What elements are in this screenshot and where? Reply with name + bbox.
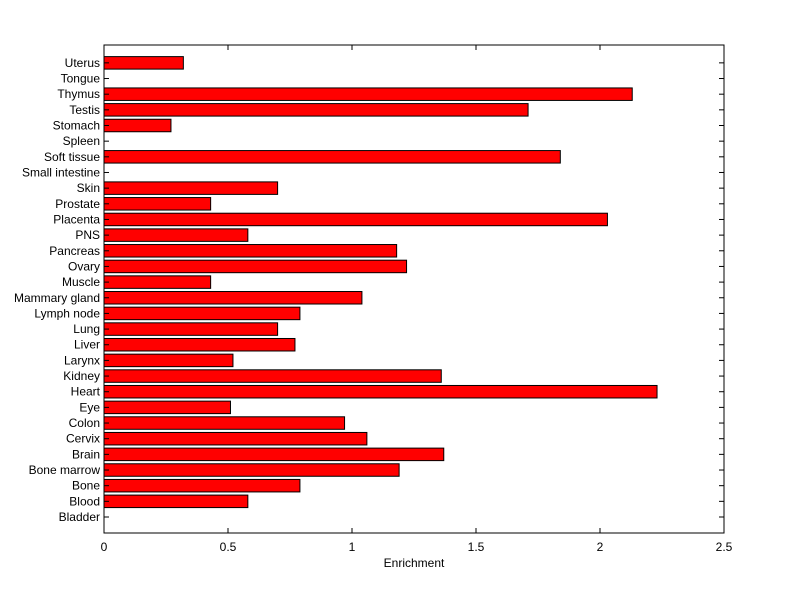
- bar-uterus: [103, 56, 184, 70]
- y-tick-label: Prostate: [55, 197, 100, 211]
- y-tick-label: Brain: [72, 447, 100, 461]
- bar-testis: [103, 103, 529, 117]
- bar-mammary-gland: [103, 291, 363, 305]
- y-tick-label: Tongue: [61, 72, 101, 86]
- bar-kidney: [103, 369, 442, 383]
- bar-ovary: [103, 259, 408, 274]
- y-tick-label: Cervix: [66, 432, 100, 446]
- y-tick-label: Bone marrow: [29, 463, 101, 477]
- y-tick-label: Heart: [71, 385, 101, 399]
- y-tick-label: Bladder: [59, 510, 100, 524]
- y-tick-label: Mammary gland: [14, 291, 100, 305]
- bar-soft-tissue: [103, 150, 561, 164]
- bar-heart: [103, 384, 658, 399]
- y-tick-label: Spleen: [63, 134, 100, 148]
- x-tick-label: 0: [101, 540, 108, 554]
- y-tick-label: Lung: [73, 322, 100, 336]
- y-tick-label: Blood: [69, 494, 100, 508]
- bar-larynx: [103, 353, 234, 368]
- plot-frame: [103, 44, 725, 534]
- y-tick-label: Colon: [69, 416, 100, 430]
- y-tick-label: Muscle: [62, 275, 100, 289]
- y-tick-label: Soft tissue: [44, 150, 100, 164]
- y-tick-label: Pancreas: [49, 244, 100, 258]
- bar-bone-marrow: [103, 463, 400, 477]
- y-tick-label: Testis: [69, 103, 100, 117]
- bar-brain: [103, 447, 445, 462]
- y-tick-label: Lymph node: [34, 306, 100, 320]
- bar-skin: [103, 181, 279, 195]
- x-tick-label: 2.5: [716, 540, 733, 554]
- y-tick-label: Liver: [74, 338, 100, 352]
- bar-placenta: [103, 212, 608, 227]
- y-tick-label: Small intestine: [22, 165, 100, 179]
- x-tick-label: 0.5: [220, 540, 237, 554]
- y-tick-label: Skin: [77, 181, 100, 195]
- bar-muscle: [103, 275, 212, 289]
- y-tick-label: Larynx: [64, 353, 100, 367]
- bar-lung: [103, 322, 279, 336]
- bar-pns: [103, 228, 249, 242]
- bar-pancreas: [103, 244, 398, 258]
- bar-lymph-node: [103, 306, 301, 321]
- bar-cervix: [103, 431, 368, 446]
- bar-liver: [103, 337, 296, 352]
- x-axis-title: Enrichment: [384, 556, 445, 570]
- x-tick-label: 2: [597, 540, 604, 554]
- y-tick-label: Eye: [79, 400, 100, 414]
- y-tick-label: Uterus: [65, 56, 100, 70]
- x-tick-label: 1.5: [468, 540, 485, 554]
- bar-eye: [103, 400, 231, 415]
- x-tick-label: 1: [349, 540, 356, 554]
- bar-stomach: [103, 118, 172, 133]
- y-tick-label: Thymus: [57, 87, 100, 101]
- y-tick-label: Ovary: [68, 259, 100, 273]
- y-tick-label: Stomach: [53, 119, 100, 133]
- y-tick-label: Kidney: [63, 369, 100, 383]
- y-tick-label: Placenta: [53, 212, 100, 226]
- bar-blood: [103, 494, 249, 509]
- bar-thymus: [103, 87, 633, 101]
- bar-bone: [103, 478, 301, 493]
- bar-colon: [103, 416, 346, 430]
- bar-prostate: [103, 197, 212, 211]
- y-tick-label: Bone: [72, 479, 100, 493]
- y-tick-label: PNS: [75, 228, 100, 242]
